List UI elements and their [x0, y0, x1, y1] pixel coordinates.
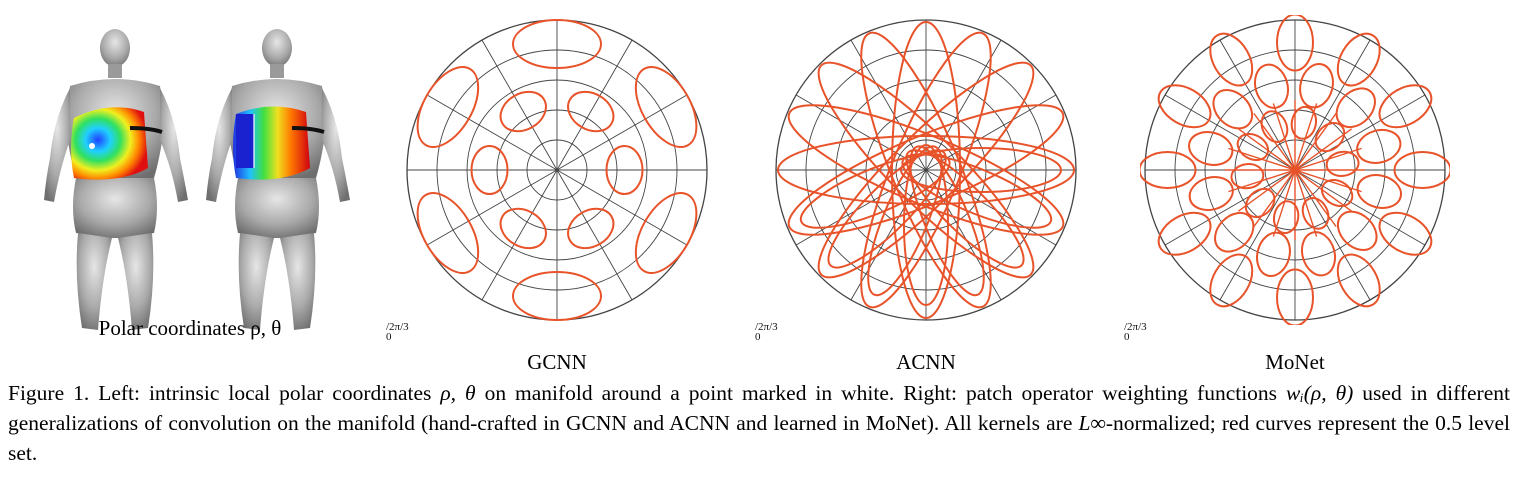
monet-level-curve — [1276, 15, 1314, 72]
monet-level-curve — [1272, 200, 1300, 235]
gcnn-level-curve — [470, 145, 509, 195]
gcnn-level-curve — [512, 19, 602, 69]
monet-level-curve — [1299, 63, 1334, 109]
gcnn-level-curve — [634, 66, 698, 148]
acnn-level-curve — [901, 153, 1053, 229]
monet-polar-plot — [1140, 15, 1450, 325]
grid-spoke — [556, 169, 633, 301]
grid-spoke — [481, 169, 558, 301]
monet-level-curve — [1188, 131, 1234, 166]
monet-level-curve — [1188, 175, 1234, 212]
gcnn-level-curve — [567, 207, 615, 250]
monet-level-curve — [1301, 197, 1330, 230]
monet-level-curve — [1356, 128, 1402, 165]
acnn-tick-stub: /2π/3 0 — [755, 321, 778, 343]
monet-level-curve — [1300, 231, 1337, 277]
monet-level-curve — [1290, 105, 1318, 140]
acnn-level-curve — [817, 61, 1035, 279]
acnn-level-curve — [827, 149, 947, 269]
grid-spoke — [426, 169, 558, 246]
body-renders-panel: Polar coordinates ρ, θ — [20, 28, 365, 340]
acnn-label: ACNN — [896, 350, 956, 374]
grid-spoke — [1294, 169, 1371, 301]
monet-level-curve — [1244, 187, 1276, 218]
grid-spoke — [556, 94, 688, 171]
monet-level-curve — [1336, 253, 1381, 308]
grid-spoke — [1294, 39, 1371, 171]
acnn-level-curve — [799, 153, 951, 229]
acnn-level-curve — [777, 135, 1075, 205]
acnn-level-curve — [905, 149, 1025, 269]
grid-spoke — [481, 39, 558, 171]
left-panel-caption: Polar coordinates ρ, θ — [98, 316, 282, 340]
acnn-level-curve — [900, 147, 1062, 193]
figure: Polar coordinates ρ, θ /2π/3 0 GCNN /2π/3… — [20, 15, 1450, 374]
acnn-level-curve — [891, 21, 961, 319]
monet-level-curve — [1230, 163, 1265, 190]
monet-level-curve — [1325, 150, 1360, 177]
body-figure-left — [44, 29, 188, 330]
acnn-level-curve — [860, 31, 992, 309]
gcnn-level-curve — [416, 66, 480, 148]
acnn-level-curve — [787, 104, 1065, 236]
gcnn-level-curve — [605, 145, 644, 195]
grid-spoke — [925, 169, 1057, 246]
acnn-level-curve — [867, 145, 943, 297]
monet-level-curve — [1209, 32, 1254, 87]
monet-level-curve — [1209, 253, 1254, 308]
monet-level-curve — [1140, 151, 1197, 189]
gcnn-level-curve — [499, 207, 547, 250]
figure-caption: Figure 1. Left: intrinsic local polar co… — [8, 381, 1510, 465]
acnn-level-curve — [903, 144, 949, 306]
monet-level-curve — [1393, 151, 1450, 189]
monet-level-curve — [1214, 211, 1255, 253]
grid-spoke — [795, 169, 927, 246]
grid-spoke — [1294, 94, 1426, 171]
monet-level-curve — [1378, 84, 1433, 129]
acnn-polar-plot — [775, 19, 1077, 321]
gcnn-tick-stub: /2π/3 0 — [386, 321, 409, 343]
monet-tick-stub: /2π/3 0 — [1124, 321, 1147, 343]
gcnn-level-curve — [634, 192, 698, 274]
acnn-level-curve — [909, 145, 985, 297]
monet-level-curve — [1253, 63, 1290, 109]
gcnn-level-curve — [512, 271, 602, 321]
monet-level-curve — [1335, 87, 1376, 129]
gcnn-level-curve — [499, 90, 547, 133]
grid-spoke — [556, 169, 688, 246]
acnn-level-curve — [817, 61, 1035, 279]
monet-level-curve — [1157, 84, 1212, 129]
gcnn-level-curve — [416, 192, 480, 274]
monet-level-curve — [1256, 231, 1291, 277]
monet-label: MoNet — [1265, 350, 1325, 374]
body-figure-right — [206, 29, 350, 330]
monet-level-curve — [1236, 132, 1270, 162]
monet-level-curve — [1356, 174, 1402, 209]
monet-level-curve — [1320, 178, 1354, 208]
monet-level-curve — [1378, 211, 1433, 256]
grid-spoke — [426, 94, 558, 171]
grid-spoke — [1219, 39, 1296, 171]
monet-level-curve — [1212, 89, 1254, 130]
monet-level-curve — [1336, 32, 1381, 87]
gcnn-label: GCNN — [527, 350, 587, 374]
grid-spoke — [1219, 169, 1296, 301]
grid-spoke — [556, 39, 633, 171]
monet-level-curve — [1314, 122, 1346, 153]
grid-spoke — [1164, 169, 1296, 246]
acnn-level-curve — [787, 104, 1065, 236]
gcnn-polar-plot — [406, 19, 708, 321]
monet-level-curve — [1336, 210, 1378, 251]
monet-level-curve — [1260, 110, 1289, 143]
grid-spoke — [1294, 169, 1426, 246]
acnn-level-curve — [860, 31, 992, 309]
gcnn-level-curve — [567, 90, 615, 133]
monet-level-curve — [1276, 268, 1314, 325]
monet-level-curve — [1228, 147, 1362, 193]
monet-level-curve — [1157, 211, 1212, 256]
grid-spoke — [1164, 94, 1296, 171]
